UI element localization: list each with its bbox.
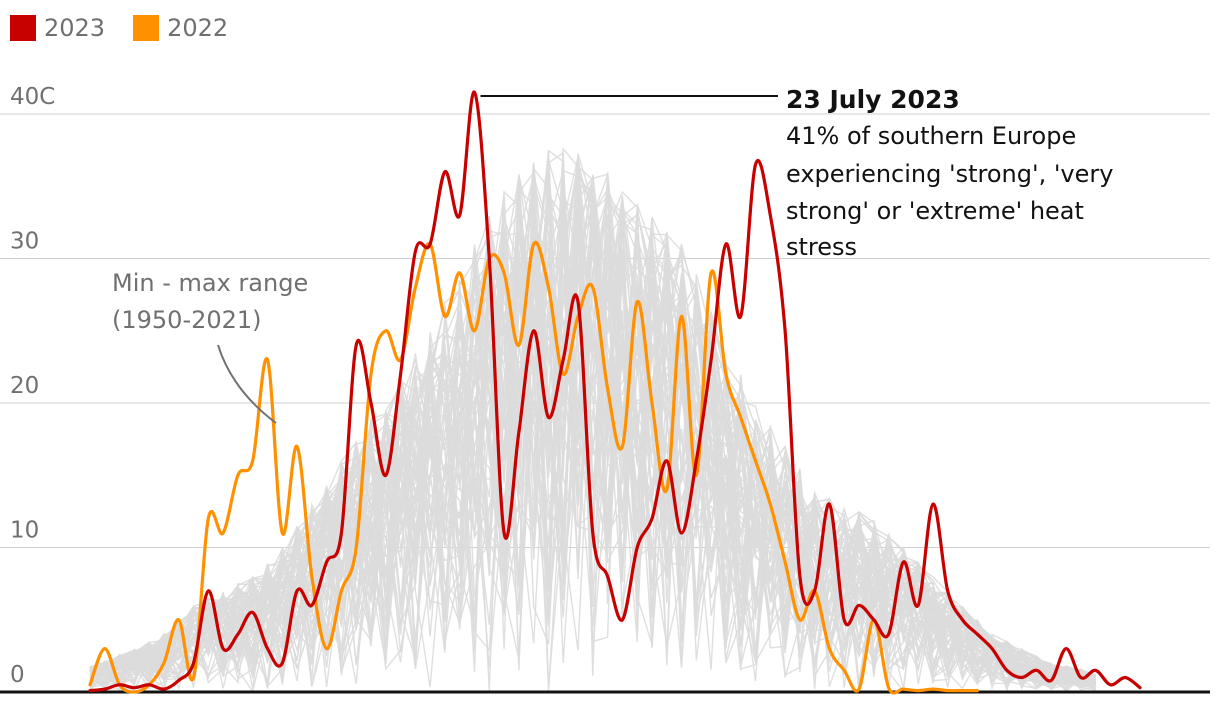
range-band-line xyxy=(89,157,1096,684)
range-band-line xyxy=(89,166,1096,689)
legend-item-2022: 2022 xyxy=(133,14,228,42)
annotation-title: 23 July 2023 xyxy=(786,85,960,114)
range-label-line1: Min - max range xyxy=(112,269,308,297)
annotation-line-3: strong' or 'extreme' heat xyxy=(786,197,1084,225)
legend-label-2023: 2023 xyxy=(44,14,106,42)
y-tick-label: 0 xyxy=(10,662,25,688)
legend-swatch-2022 xyxy=(133,15,160,41)
series-line-2022 xyxy=(88,240,979,695)
y-tick-labels: 0 10 20 30 40C xyxy=(10,84,55,688)
range-band-line xyxy=(89,163,1096,685)
legend-item-2023: 2023 xyxy=(10,14,105,42)
legend-label-2022: 2022 xyxy=(167,14,229,42)
range-band-line xyxy=(89,180,1096,688)
y-tick-label: 40C xyxy=(10,84,55,110)
range-label-line2: (1950-2021) xyxy=(112,306,262,334)
range-band-line xyxy=(89,206,1097,692)
range-pointer xyxy=(217,344,277,424)
range-band-line xyxy=(89,188,1096,685)
y-tick-label: 10 xyxy=(10,518,39,544)
y-tick-label: 20 xyxy=(10,373,39,399)
series-line-2023 xyxy=(88,90,1142,693)
range-band xyxy=(89,146,1097,693)
annotation-line-4: stress xyxy=(786,233,857,261)
range-band-line xyxy=(89,207,1096,692)
annotation-line-1: 41% of southern Europe xyxy=(786,122,1076,150)
series-lines xyxy=(88,90,1142,695)
range-band-line xyxy=(89,174,1097,686)
legend-swatch-2023 xyxy=(10,15,36,41)
range-band-line xyxy=(89,157,1096,684)
annotation-line-2: experiencing 'strong', 'very xyxy=(786,160,1113,188)
range-band-line xyxy=(89,211,1096,693)
legend: 2023 2022 xyxy=(10,14,228,42)
y-tick-label: 30 xyxy=(10,229,39,255)
